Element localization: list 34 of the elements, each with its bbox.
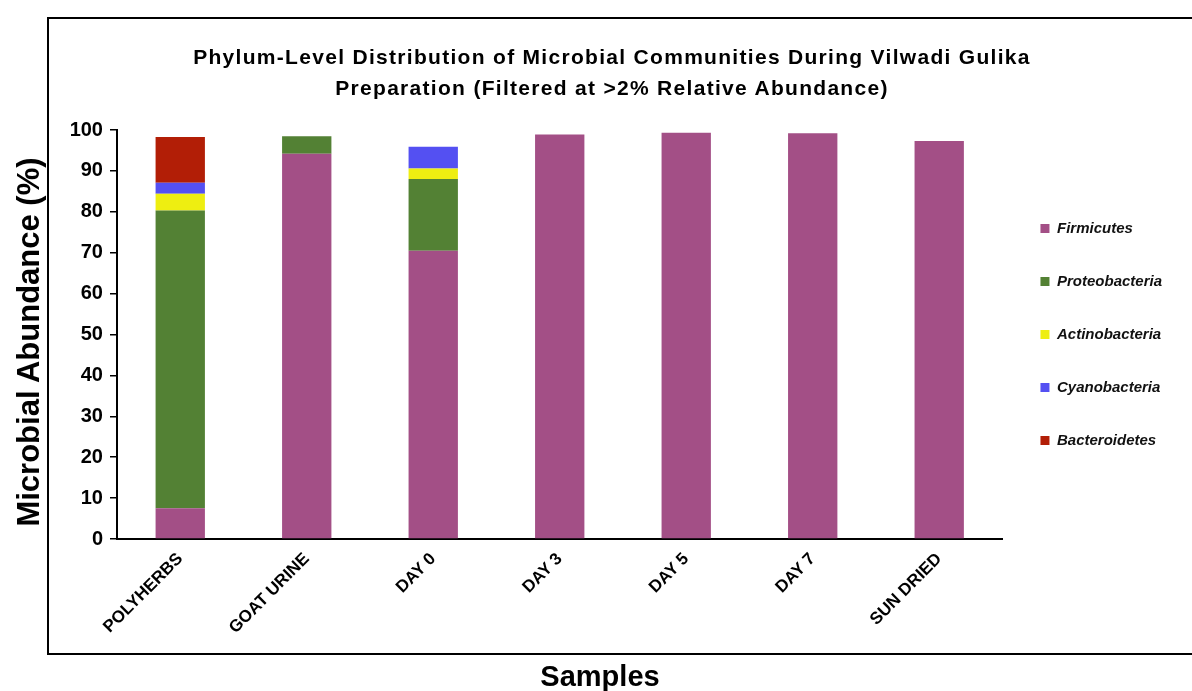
legend-label: Proteobacteria	[1056, 271, 1163, 289]
y-tick-label: 20	[80, 444, 103, 467]
bar	[282, 153, 332, 539]
bar	[535, 134, 585, 539]
bar	[282, 136, 332, 154]
y-tick-label: 30	[80, 403, 103, 426]
legend-label: Actinobacteria	[1055, 324, 1162, 342]
y-tick-label: 50	[80, 322, 103, 345]
bar	[788, 133, 838, 539]
legend-label: Cyanobacteria	[1056, 377, 1161, 395]
bar	[155, 136, 205, 183]
y-tick-label: 0	[91, 526, 103, 549]
bar	[661, 132, 711, 539]
bar	[155, 182, 205, 194]
legend-label: Bacteroidetes	[1056, 430, 1157, 448]
y-tick-label: 70	[80, 240, 103, 263]
bar	[155, 508, 205, 539]
chart-title: Phylum-Level Distribution of Microbial Communities During Vilwadi Gulika Preparation (Filtered at >2% Relative Abundance)	[192, 44, 1032, 101]
bar	[408, 168, 458, 180]
y-tick-label: 10	[80, 485, 103, 508]
x-axis-title: Samples	[540, 659, 660, 691]
bar	[155, 193, 205, 211]
y-tick-label: 40	[80, 362, 103, 385]
y-axis-title: Microbial Abundance (%)	[10, 153, 47, 531]
bar	[408, 250, 458, 539]
y-tick-label: 100	[69, 117, 103, 140]
legend-label: Firmicutes	[1056, 218, 1133, 236]
bar	[408, 146, 458, 169]
y-tick-label: 80	[80, 199, 103, 222]
y-tick-label: 60	[80, 281, 103, 304]
bar	[408, 179, 458, 251]
bar	[914, 141, 964, 539]
y-tick-label: 90	[80, 158, 103, 181]
bar	[155, 210, 205, 509]
